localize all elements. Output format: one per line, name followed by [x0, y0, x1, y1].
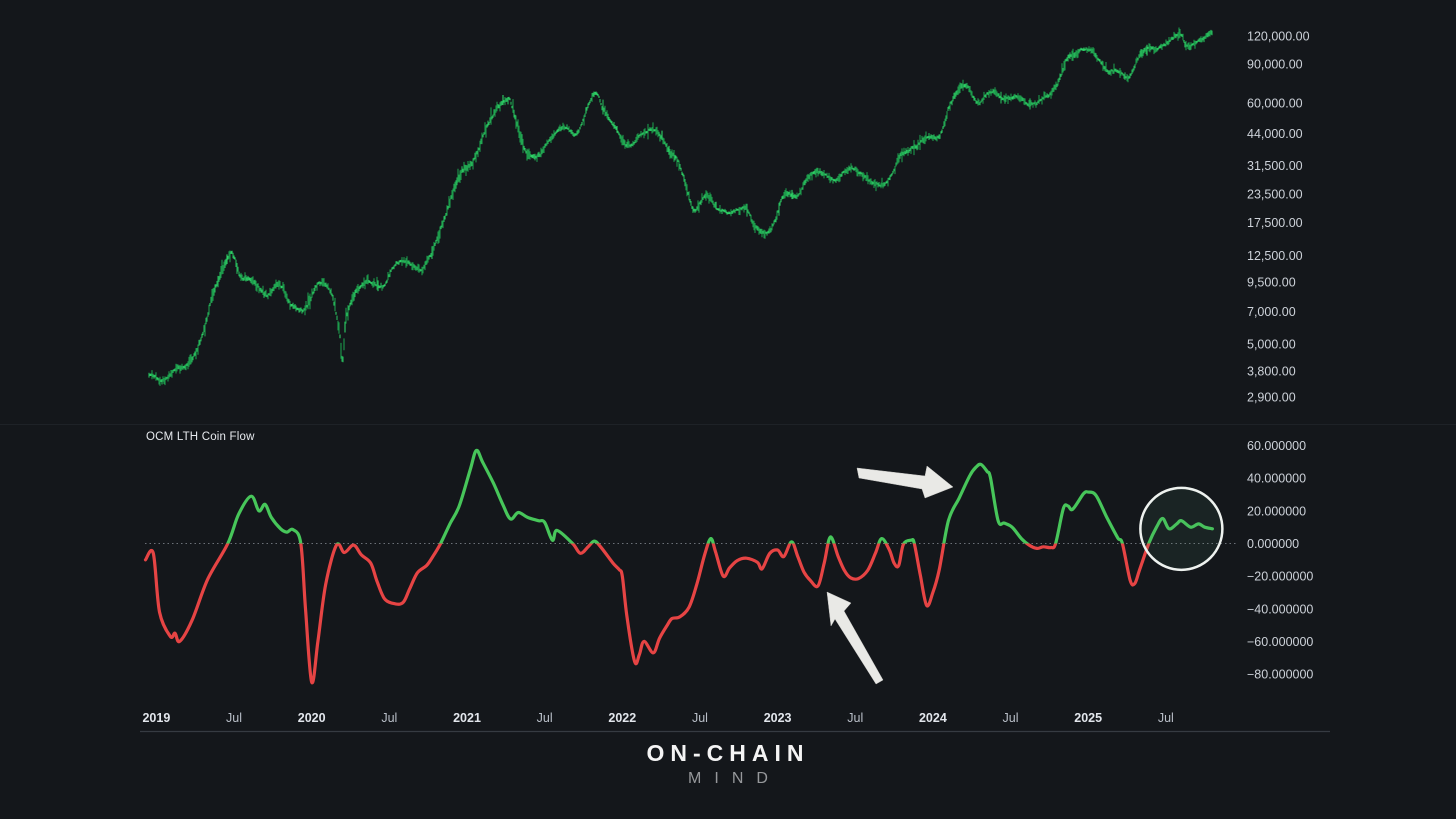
time-axis-tick: 2023: [764, 711, 792, 725]
time-axis-tick: 2019: [142, 711, 170, 725]
price-axis-tick: 31,500.00: [1247, 159, 1303, 173]
time-axis-tick: Jul: [847, 711, 863, 725]
indicator-line-negative: [143, 543, 1151, 685]
price-axis-tick: 23,500.00: [1247, 188, 1303, 202]
time-axis-tick: 2022: [608, 711, 636, 725]
indicator-axis-tick: −40.000000: [1247, 602, 1313, 616]
price-axis-tick: 5,000.00: [1247, 338, 1296, 352]
price-axis-tick: 3,800.00: [1247, 364, 1296, 378]
price-axis-tick: 60,000.00: [1247, 97, 1303, 111]
time-axis-tick: Jul: [692, 711, 708, 725]
price-axis-tick: 2,900.00: [1247, 390, 1296, 404]
brand-logo-line1: ON-CHAIN: [646, 740, 810, 766]
indicator-axis-tick: 60.000000: [1247, 439, 1306, 453]
indicator-axis-tick: −20.000000: [1247, 570, 1313, 584]
time-axis-tick: Jul: [381, 711, 397, 725]
time-axis-tick: 2021: [453, 711, 481, 725]
arrow-annotation-right: [856, 465, 954, 499]
price-axis-tick: 12,500.00: [1247, 249, 1303, 263]
price-axis-tick: 90,000.00: [1247, 57, 1303, 71]
time-axis-tick: 2020: [298, 711, 326, 725]
brand-logo: ON-CHAIN MIND: [0, 740, 1456, 788]
price-axis-tick: 44,000.00: [1247, 127, 1303, 141]
indicator-title: OCM LTH Coin Flow: [146, 431, 255, 443]
time-axis-tick: Jul: [537, 711, 553, 725]
time-axis-tick: 2024: [919, 711, 947, 725]
price-candles: [149, 33, 1199, 382]
price-axis-tick: 120,000.00: [1247, 30, 1310, 44]
indicator-axis-tick: −60.000000: [1247, 635, 1313, 649]
price-axis-tick: 17,500.00: [1247, 216, 1303, 230]
brand-logo-line2: MIND: [688, 770, 781, 787]
indicator-line-positive: [226, 448, 1214, 544]
price-axis-tick: 7,000.00: [1247, 305, 1296, 319]
circle-highlight-annotation: [1139, 486, 1224, 572]
indicator-axis-tick: 20.000000: [1247, 504, 1306, 518]
price-axis-tick: 9,500.00: [1247, 275, 1296, 289]
time-axis-tick: Jul: [1003, 711, 1019, 725]
indicator-axis-tick: −80.000000: [1247, 668, 1313, 682]
time-axis-tick: Jul: [226, 711, 242, 725]
price-candles: [151, 27, 1211, 386]
indicator-axis-tick: 40.000000: [1247, 472, 1306, 486]
price-candles: [148, 29, 1213, 385]
arrow-annotation-up-left: [826, 591, 884, 685]
time-axis-tick: Jul: [1158, 711, 1174, 725]
indicator-axis-tick: 0.000000: [1247, 537, 1299, 551]
time-axis-tick: 2025: [1074, 711, 1102, 725]
